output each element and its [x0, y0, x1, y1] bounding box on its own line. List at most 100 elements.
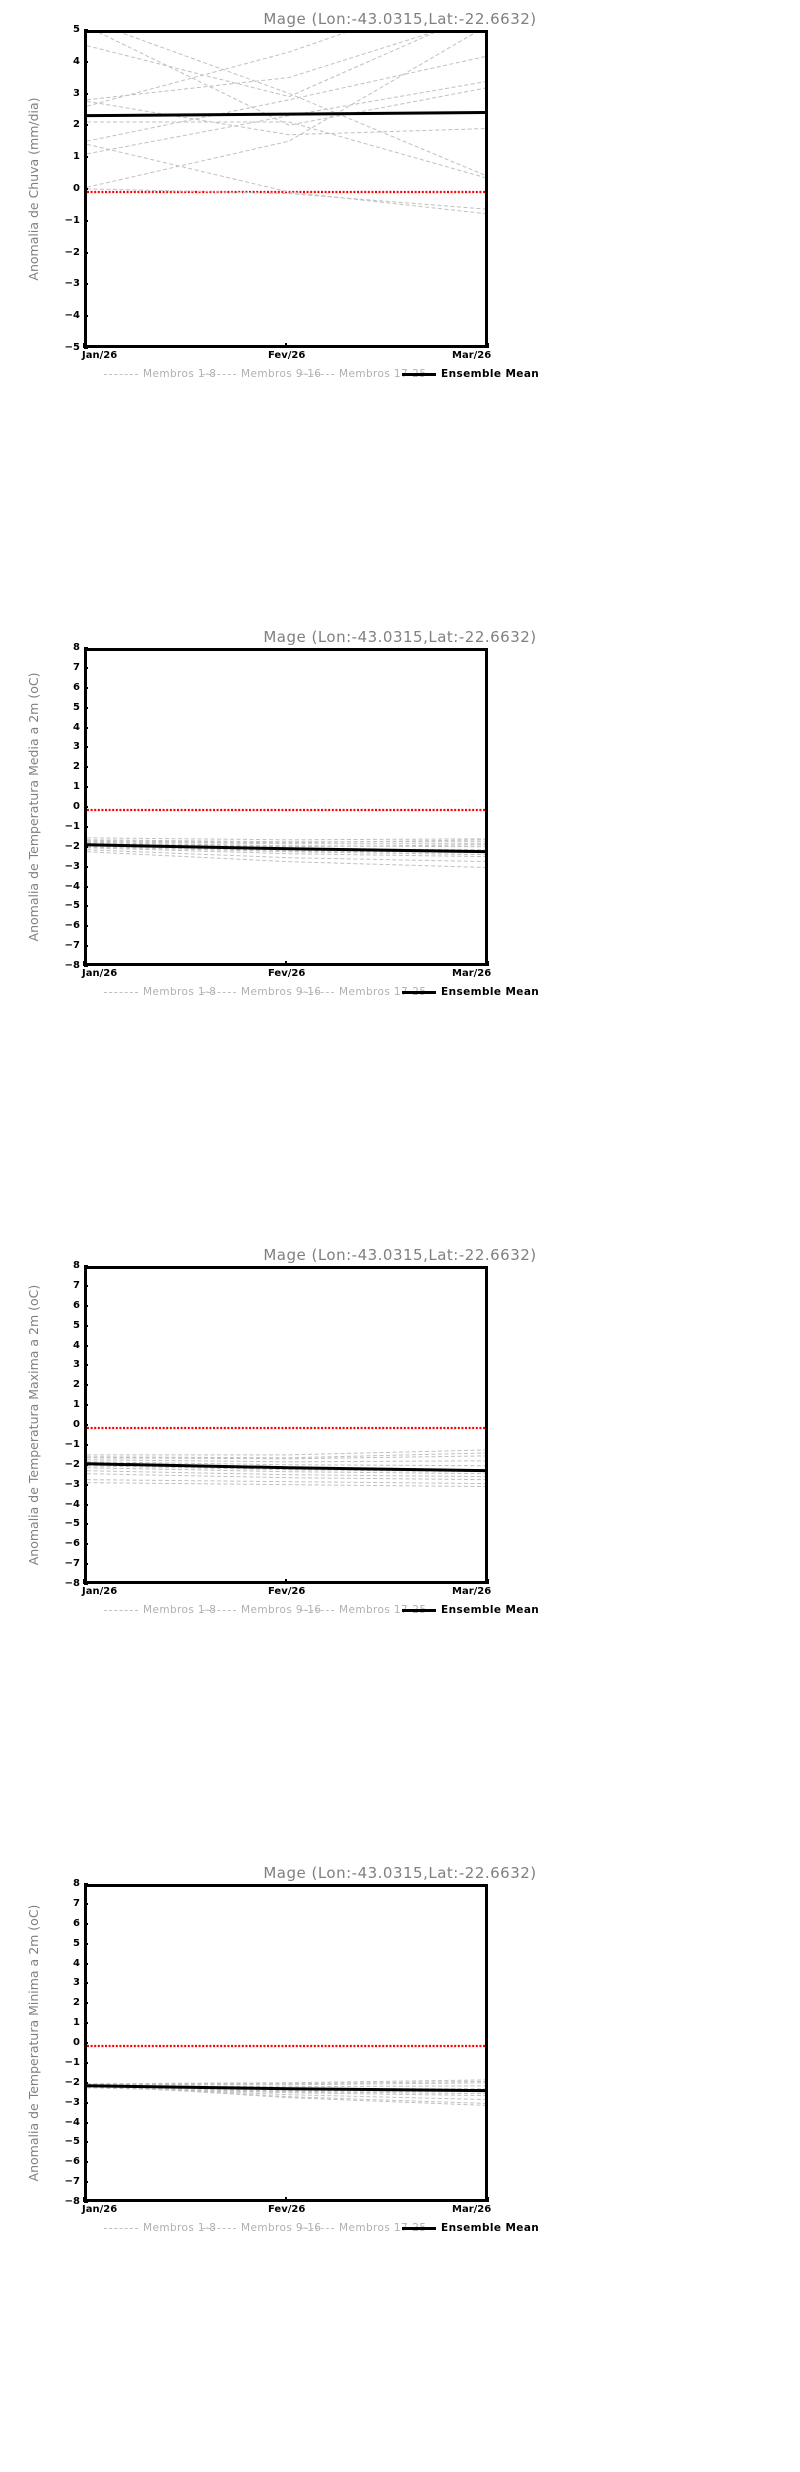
y-tick-label: 7: [73, 1897, 80, 1909]
y-tick-label: −3: [64, 860, 80, 872]
y-tick-label: 4: [73, 55, 80, 67]
legend-label: Membros 9-16: [241, 368, 322, 380]
legend-swatch-dashed: [202, 373, 236, 375]
y-tick-label: −1: [64, 2056, 80, 2068]
chart-panel: Mage (Lon:-43.0315,Lat:-22.6632) Anomalia…: [0, 618, 800, 1236]
y-tick-label: 4: [73, 1339, 80, 1351]
y-tick-label: 1: [73, 1399, 80, 1411]
legend-label: Membros 1-8: [143, 1604, 217, 1616]
x-tick-label: Fev/26: [268, 2204, 306, 2215]
y-tick-mark: [84, 156, 88, 159]
x-tick-mark: [285, 1579, 287, 1584]
chart-legend: Membros 1-8 Membros 9-16 Membros 17-25 Ense…: [84, 368, 784, 384]
y-tick-label: 5: [73, 701, 80, 713]
y-axis-label: Anomalia de Temperatura Media a 2m (oC): [26, 672, 41, 942]
legend-swatch-solid: [402, 1608, 436, 1612]
y-tick-label: 2: [73, 1997, 80, 2009]
y-tick-mark: [84, 347, 88, 349]
chart-title: Mage (Lon:-43.0315,Lat:-22.6632): [263, 628, 537, 646]
y-tick-mark: [84, 2181, 88, 2184]
y-tick-label: −3: [64, 1478, 80, 1490]
x-tick-label: Mar/26: [452, 350, 492, 361]
y-tick-label: −2: [64, 1458, 80, 1470]
y-tick-label: −1: [64, 214, 80, 226]
legend-label: Membros 9-16: [241, 1604, 322, 1616]
y-tick-mark: [84, 1922, 88, 1925]
legend-swatch-solid: [402, 372, 436, 376]
y-tick-label: −2: [64, 2076, 80, 2088]
legend-swatch-dashed: [104, 991, 138, 993]
y-tick-mark: [84, 1344, 88, 1347]
legend-item: Ensemble Mean: [402, 2222, 539, 2234]
x-tick-label: Jan/26: [82, 1586, 118, 1597]
y-tick-mark: [84, 965, 88, 967]
y-tick-label: −5: [64, 1518, 80, 1530]
x-tick-label: Mar/26: [452, 968, 492, 979]
y-tick-mark: [84, 1404, 88, 1407]
y-tick-label: 3: [73, 1977, 80, 1989]
legend-item: Membros 9-16: [202, 368, 321, 380]
y-tick-label: 1: [73, 151, 80, 163]
legend-item: Membros 9-16: [202, 2222, 321, 2234]
x-tick-label: Fev/26: [268, 350, 306, 361]
y-tick-mark: [84, 29, 88, 31]
y-tick-mark: [84, 1463, 88, 1466]
y-tick-mark: [84, 746, 88, 749]
y-tick-mark: [84, 124, 88, 127]
y-tick-mark: [84, 1942, 88, 1945]
x-tick-mark: [285, 961, 287, 966]
y-tick-label: 3: [73, 741, 80, 753]
chart-legend: Membros 1-8 Membros 9-16 Membros 17-25 Ense…: [84, 986, 784, 1002]
y-tick-label: 3: [73, 87, 80, 99]
y-tick-mark: [84, 726, 88, 729]
legend-label: Membros 9-16: [241, 2222, 322, 2234]
chart-panel: Mage (Lon:-43.0315,Lat:-22.6632) Anomalia…: [0, 0, 800, 618]
y-axis-label: Anomalia de Chuva (mm/dia): [26, 97, 41, 281]
y-tick-mark: [84, 1265, 88, 1267]
x-tick-mark: [487, 961, 489, 966]
y-tick-mark: [84, 1324, 88, 1327]
y-tick-label: −5: [64, 342, 80, 353]
legend-item: Membros 17-25: [300, 986, 426, 998]
y-tick-mark: [84, 1883, 88, 1885]
y-tick-label: 6: [73, 1299, 80, 1311]
legend-swatch-dashed: [104, 2227, 138, 2229]
y-tick-mark: [84, 315, 88, 318]
y-tick-mark: [84, 1384, 88, 1387]
legend-item: Membros 1-8: [104, 368, 216, 380]
legend-label: Membros 17-25: [339, 986, 427, 998]
y-tick-label: −7: [64, 1558, 80, 1570]
y-tick-label: −8: [64, 2196, 80, 2207]
y-tick-label: −2: [64, 246, 80, 258]
y-tick-mark: [84, 885, 88, 888]
y-tick-mark: [84, 251, 88, 254]
y-tick-label: 0: [73, 801, 80, 812]
y-tick-label: 2: [73, 761, 80, 773]
y-tick-label: 7: [73, 1279, 80, 1291]
y-tick-mark: [84, 1424, 88, 1426]
y-tick-mark: [84, 1982, 88, 1985]
legend-swatch-dashed: [104, 1609, 138, 1611]
chart-title: Mage (Lon:-43.0315,Lat:-22.6632): [263, 1246, 537, 1264]
y-tick-mark: [84, 188, 88, 190]
y-tick-label: −6: [64, 1538, 80, 1550]
x-tick-label: Fev/26: [268, 1586, 306, 1597]
y-tick-label: −3: [64, 278, 80, 290]
y-tick-label: 4: [73, 721, 80, 733]
legend-item: Ensemble Mean: [402, 986, 539, 998]
y-tick-mark: [84, 2081, 88, 2084]
y-tick-label: −6: [64, 2156, 80, 2168]
chart-panel: Mage (Lon:-43.0315,Lat:-22.6632) Anomalia…: [0, 1854, 800, 2472]
y-tick-mark: [84, 2101, 88, 2104]
y-tick-mark: [84, 766, 88, 769]
y-tick-label: −8: [64, 960, 80, 971]
y-tick-mark: [84, 1523, 88, 1526]
x-tick-mark: [83, 343, 85, 348]
legend-label: Membros 1-8: [143, 986, 217, 998]
legend-swatch-dashed: [300, 1609, 334, 1611]
y-tick-mark: [84, 1583, 88, 1585]
y-tick-label: 1: [73, 2017, 80, 2029]
y-axis-label: Anomalia de Temperatura Minima a 2m (oC): [26, 1904, 41, 2182]
legend-label: Membros 1-8: [143, 368, 217, 380]
